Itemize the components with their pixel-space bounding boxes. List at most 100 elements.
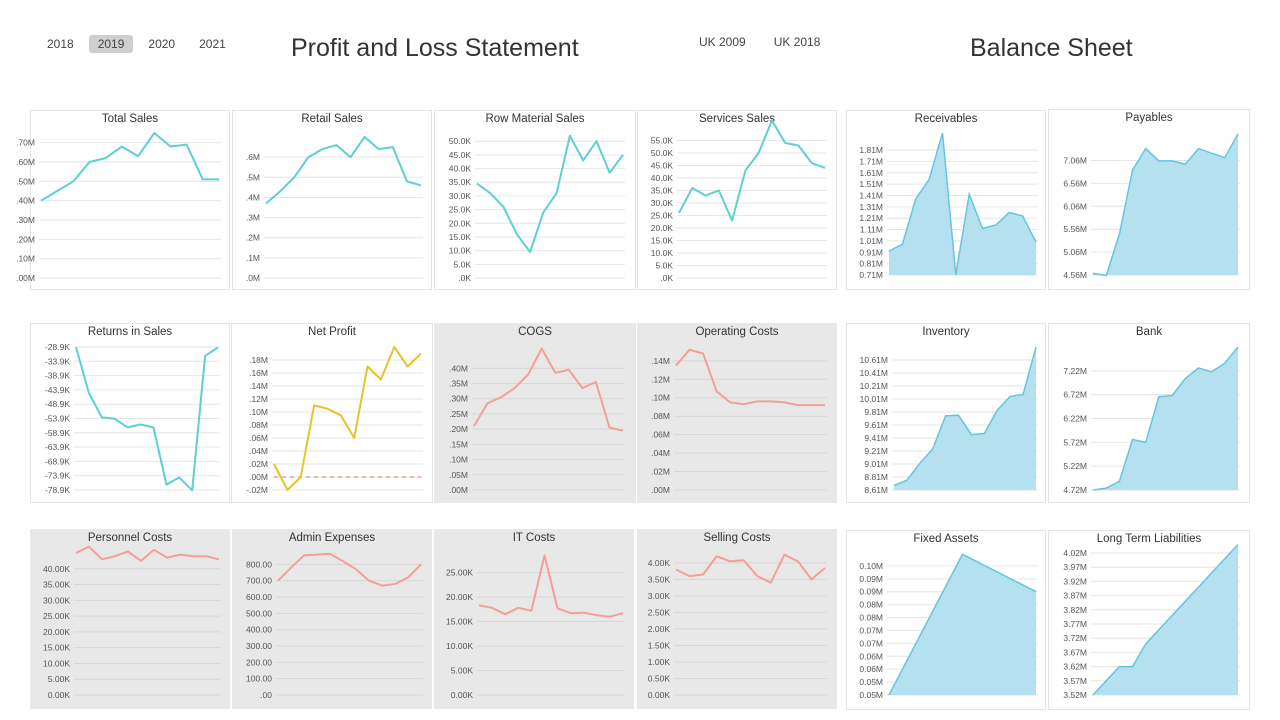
receivables-chart[interactable]: Receivables 1.81M 1.71M 1.61M 1.51M 1.41M 1.31…: [846, 110, 1046, 290]
data-point[interactable]: [621, 428, 626, 433]
data-point[interactable]: [809, 403, 814, 408]
data-point[interactable]: [743, 168, 748, 173]
data-point[interactable]: [1156, 394, 1161, 399]
data-point[interactable]: [503, 612, 508, 617]
selling-costs-chart[interactable]: Selling Costs 4.00K 3.50K 3.00K 2.50K 2.00K 1.…: [637, 529, 837, 709]
data-point[interactable]: [152, 547, 157, 552]
data-point[interactable]: [190, 488, 195, 493]
data-point[interactable]: [1222, 361, 1227, 366]
data-point[interactable]: [917, 461, 922, 466]
data-point[interactable]: [419, 183, 424, 188]
data-point[interactable]: [86, 391, 91, 396]
data-point[interactable]: [687, 347, 692, 352]
data-point[interactable]: [200, 177, 205, 182]
data-point[interactable]: [404, 179, 409, 184]
data-point[interactable]: [204, 554, 209, 559]
data-point[interactable]: [168, 144, 173, 149]
data-point[interactable]: [674, 363, 679, 368]
data-point[interactable]: [405, 364, 410, 369]
data-point[interactable]: [306, 155, 311, 160]
data-point[interactable]: [982, 431, 987, 436]
data-point[interactable]: [1196, 585, 1201, 590]
data-point[interactable]: [125, 425, 130, 430]
data-point[interactable]: [594, 613, 599, 618]
data-point[interactable]: [501, 204, 506, 209]
data-point[interactable]: [1236, 131, 1241, 136]
data-point[interactable]: [809, 577, 814, 582]
personnel-costs-chart[interactable]: Personnel Costs 40.00K 35.00K 30.00K 25.00K 2…: [30, 529, 230, 709]
data-point[interactable]: [703, 193, 708, 198]
returns-in-sales-chart[interactable]: Returns in Sales -28.9K -33.9K -38.9K -43.9K…: [30, 323, 230, 503]
data-point[interactable]: [103, 156, 108, 161]
data-point[interactable]: [529, 608, 534, 613]
data-point[interactable]: [292, 175, 297, 180]
data-point[interactable]: [690, 186, 695, 191]
data-point[interactable]: [823, 403, 828, 408]
data-point[interactable]: [1130, 437, 1135, 442]
data-point[interactable]: [164, 482, 169, 487]
data-point[interactable]: [485, 401, 490, 406]
data-point[interactable]: [1183, 599, 1188, 604]
data-point[interactable]: [769, 118, 774, 123]
data-point[interactable]: [1196, 366, 1201, 371]
data-point[interactable]: [1236, 345, 1241, 350]
data-point[interactable]: [264, 201, 269, 206]
data-point[interactable]: [809, 161, 814, 166]
data-point[interactable]: [178, 552, 183, 557]
data-point[interactable]: [1104, 678, 1109, 683]
data-point[interactable]: [126, 549, 131, 554]
data-point[interactable]: [783, 141, 788, 146]
data-point[interactable]: [967, 192, 972, 197]
data-point[interactable]: [378, 377, 383, 382]
data-point[interactable]: [289, 565, 294, 570]
data-point[interactable]: [1130, 664, 1135, 669]
data-point[interactable]: [39, 198, 44, 203]
data-point[interactable]: [607, 170, 612, 175]
data-point[interactable]: [993, 223, 998, 228]
data-point[interactable]: [956, 413, 961, 418]
data-point[interactable]: [980, 226, 985, 231]
data-point[interactable]: [276, 578, 281, 583]
data-point[interactable]: [312, 403, 317, 408]
data-point[interactable]: [184, 142, 189, 147]
data-point[interactable]: [1170, 613, 1175, 618]
data-point[interactable]: [177, 475, 182, 480]
data-point[interactable]: [969, 432, 974, 437]
data-point[interactable]: [741, 402, 746, 407]
data-point[interactable]: [701, 572, 706, 577]
data-point[interactable]: [138, 422, 143, 427]
data-point[interactable]: [580, 386, 585, 391]
total-sales-chart[interactable]: Total Sales .70M .60M .50M .40M .30M .20M .10M.…: [16, 110, 230, 290]
data-point[interactable]: [1209, 151, 1214, 156]
data-point[interactable]: [348, 155, 353, 160]
data-point[interactable]: [1222, 155, 1227, 160]
data-point[interactable]: [755, 399, 760, 404]
data-point[interactable]: [913, 196, 918, 201]
services-sales-chart[interactable]: Services Sales 55.0K 50.0K 45.0K 40.0K 35.0K 3…: [637, 110, 837, 290]
region-uk2009-button[interactable]: UK 2009: [699, 35, 746, 49]
admin-expenses-chart[interactable]: Admin Expenses 800.00 700.00 600.00 500.00 40…: [232, 529, 432, 709]
data-point[interactable]: [376, 147, 381, 152]
data-point[interactable]: [278, 189, 283, 194]
data-point[interactable]: [325, 406, 330, 411]
data-point[interactable]: [516, 605, 521, 610]
data-point[interactable]: [380, 583, 385, 588]
data-point[interactable]: [302, 553, 307, 558]
cogs-chart[interactable]: COGS .40M .35M .30M .25M .20M .15M .10M .05M .00M: [434, 323, 636, 503]
data-point[interactable]: [1130, 168, 1135, 173]
data-point[interactable]: [728, 559, 733, 564]
data-point[interactable]: [1091, 693, 1096, 698]
data-point[interactable]: [112, 416, 117, 421]
data-point[interactable]: [594, 139, 599, 144]
data-point[interactable]: [1117, 479, 1122, 484]
data-point[interactable]: [1143, 641, 1148, 646]
data-point[interactable]: [1156, 158, 1161, 163]
data-point[interactable]: [367, 578, 372, 583]
data-point[interactable]: [328, 551, 333, 556]
data-point[interactable]: [567, 133, 572, 138]
data-point[interactable]: [541, 210, 546, 215]
data-point[interactable]: [528, 250, 533, 255]
data-point[interactable]: [555, 606, 560, 611]
data-point[interactable]: [581, 158, 586, 163]
data-point[interactable]: [756, 151, 761, 156]
